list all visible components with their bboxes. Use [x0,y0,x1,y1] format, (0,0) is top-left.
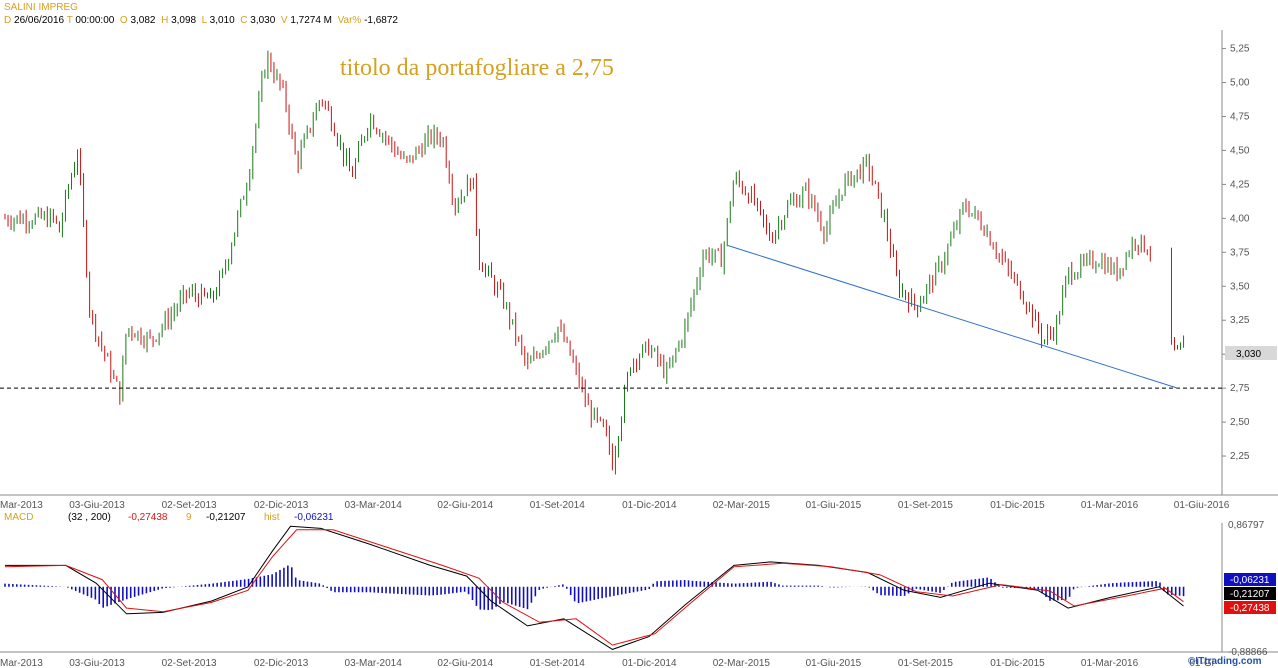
macd-xtick-label: 03-Giu-2013 [69,658,125,668]
watermark: ©ITtrading.com [1188,656,1262,667]
price-y-axis: 2,252,502,753,003,253,503,754,004,254,50… [1222,44,1250,462]
price-xtick-label: Mar-2013 [0,500,43,511]
macd-title: MACD [4,512,33,523]
candlestick-series [4,50,1185,475]
trendline [727,245,1178,389]
macd-xtick-label: 02-Dic-2013 [254,658,309,668]
macd-tag-label: -0,27438 [1230,603,1270,614]
hist-value: -0,06231 [294,512,334,523]
macd-xtick-label: Mar-2013 [0,658,43,668]
price-ytick-label: 2,75 [1230,383,1250,394]
price-ytick-label: 5,25 [1230,44,1250,55]
annotation-text: titolo da portafogliare a 2,75 [340,55,614,81]
ohlc-readout: D 26/06/2016 T 00:00:00 O 3,082 H 3,098 … [4,15,398,26]
price-ytick-label: 3,25 [1230,315,1250,326]
price-xtick-label: 03-Mar-2014 [345,500,403,511]
macd-xtick-label: 03-Mar-2014 [345,658,403,668]
signal-tag [1224,587,1276,600]
price-xtick-label: 02-Dic-2013 [254,500,309,511]
price-ytick-label: 2,25 [1230,451,1250,462]
macd-line [5,525,1184,650]
price-xtick-label: 01-Set-2015 [898,500,953,511]
price-xtick-label: 03-Giu-2013 [69,500,125,511]
price-ytick-label: 4,50 [1230,145,1250,156]
macd-xtick-label: 01-Mar-2016 [1081,658,1139,668]
price-ytick-label: 2,50 [1230,417,1250,428]
price-ytick-label: 3,75 [1230,247,1250,258]
price-ytick-label: 3,50 [1230,281,1250,292]
price-xtick-label: 02-Giu-2014 [437,500,493,511]
macd-ytick-max: 0,86797 [1228,520,1265,531]
price-ytick-label: 5,00 [1230,78,1250,89]
price-xtick-label: 01-Giu-2016 [1174,500,1230,511]
macd-xtick-label: 01-Giu-2015 [806,658,862,668]
price-ytick-label: 4,00 [1230,213,1250,224]
macd-ytick-min: -0,88866 [1228,647,1268,658]
price-xtick-label: 01-Dic-2014 [622,500,677,511]
price-x-axis: Mar-2013 03-Giu-2013 02-Set-2013 02-Dic-201… [0,500,1230,511]
macd-xtick-label: 01-Dic-2014 [622,658,677,668]
macd-xtick-label: 02-Giu-2014 [437,658,493,668]
macd-xtick-label: 01-Set-2014 [530,658,585,668]
hist-tag-label: -0,06231 [1230,575,1270,586]
macd-value: -0,27438 [128,512,168,523]
macd-header: MACD (32 , 200) -0,27438 9 -0,21207 hist… [4,512,334,523]
macd-right-labels: -0,06231 -0,21207 -0,27438 [1224,573,1276,614]
hist-tag [1224,573,1276,586]
signal-key: 9 [186,512,192,523]
price-xtick-label: 02-Mar-2015 [713,500,771,511]
symbol-label: SALINI IMPREG [4,2,78,13]
last-price-label: 3,030 [1236,349,1261,360]
macd-params: (32 , 200) [68,512,111,523]
macd-x-axis: Mar-2013 03-Giu-2013 02-Set-2013 02-Dic-201… [0,658,1214,668]
signal-value: -0,21207 [206,512,246,523]
signal-line [4,529,1184,646]
macd-tag [1224,601,1276,614]
price-xtick-label: 01-Giu-2015 [806,500,862,511]
macd-xtick-label: 02-Mar-2015 [713,658,771,668]
price-xtick-label: 02-Set-2013 [162,500,217,511]
last-price-tag [1225,346,1277,360]
macd-histogram [4,565,1185,611]
price-ytick-label: 4,75 [1230,111,1250,122]
macd-xtick-label: 01-Dic-2015 [990,658,1045,668]
price-xtick-label: 01-Set-2014 [530,500,585,511]
price-xtick-label: 01-Dic-2015 [990,500,1045,511]
price-xtick-label: 01-Mar-2016 [1081,500,1139,511]
macd-xtick-label: 02-Set-2013 [162,658,217,668]
macd-xtick-label: 01-Gi [1189,658,1213,668]
signal-tag-label: -0,21207 [1230,589,1270,600]
price-ytick-label: 4,25 [1230,179,1250,190]
hist-key: hist [264,512,280,523]
macd-xtick-label: 01-Set-2015 [898,658,953,668]
